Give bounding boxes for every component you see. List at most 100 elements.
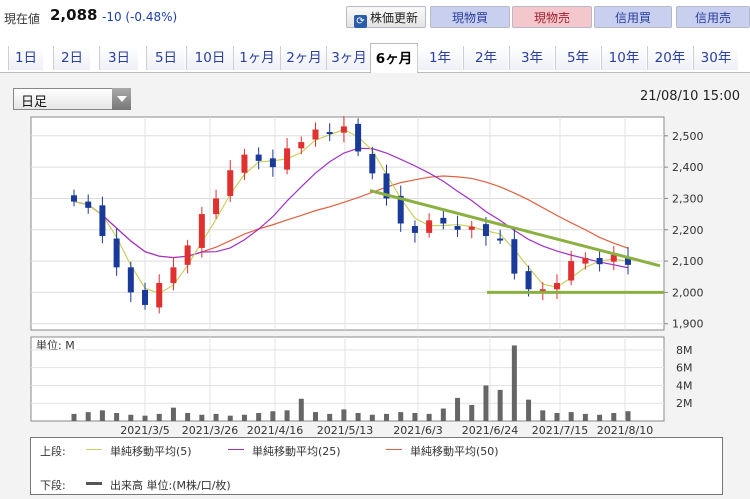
volume-bars [71, 345, 631, 421]
candle-body [355, 123, 362, 152]
volume-bar [213, 413, 219, 421]
candle-body [525, 271, 532, 290]
legend-ma25: 単純移動平均(25) [252, 445, 341, 458]
candle-body [326, 132, 333, 135]
x-tick-label: 2021/3/26 [182, 424, 238, 437]
tab-3d[interactable]: 3日 [99, 46, 138, 70]
price-change: -10 (-0.48%) [102, 10, 178, 24]
tab-30y[interactable]: 30年 [693, 46, 738, 70]
candle-body [383, 173, 390, 199]
ma5-line [73, 128, 629, 295]
candle-body [610, 254, 617, 262]
ma25-path [73, 147, 629, 269]
volume-bar [298, 398, 304, 421]
price-tick-label: 2,300 [672, 192, 704, 205]
volume-bar [582, 413, 588, 421]
margin-sell-button[interactable]: 信用売 [676, 6, 750, 28]
volume-bar [483, 385, 489, 421]
x-tick-label: 2021/3/5 [120, 424, 169, 437]
volume-tick-label: 2M [676, 397, 693, 410]
volume-bar [497, 389, 503, 421]
candle-body [170, 267, 177, 284]
legend [30, 437, 723, 495]
tab-1y[interactable]: 1年 [417, 46, 462, 70]
volume-bar [355, 413, 361, 421]
candle-body [568, 261, 575, 281]
legend-upper-label: 上段: [40, 445, 66, 458]
price-tick-label: 2,500 [672, 130, 704, 143]
x-tick-label: 2021/6/24 [462, 424, 518, 437]
refresh-price-button[interactable]: ⟳ 株価更新 [346, 6, 426, 28]
price-tick-label: 2,100 [672, 255, 704, 268]
tab-3y[interactable]: 3年 [509, 46, 554, 70]
tab-20y[interactable]: 20年 [647, 46, 692, 70]
tab-5d[interactable]: 5日 [146, 46, 185, 70]
tab-10d[interactable]: 10日 [186, 46, 233, 70]
volume-bar [241, 414, 247, 421]
legend-ma5-swatch [86, 449, 102, 450]
tab-2m[interactable]: 2ヶ月 [280, 46, 327, 70]
tab-2d[interactable]: 2日 [53, 46, 90, 70]
refresh-icon: ⟳ [353, 15, 367, 28]
trendlines [369, 189, 664, 294]
cash-buy-button[interactable]: 現物買 [430, 6, 510, 28]
candle-body [397, 195, 404, 224]
candles [71, 116, 631, 314]
volume-bar [554, 413, 560, 421]
volume-bar [440, 408, 446, 421]
tab-6m[interactable]: 6ヶ月 [370, 43, 418, 74]
chevron-down-icon[interactable] [112, 88, 131, 110]
descending-trendline [369, 189, 661, 268]
volume-bar [511, 345, 517, 421]
volume-bar [369, 414, 375, 421]
legend-volume-swatch [86, 482, 102, 485]
volume-bar [568, 412, 574, 421]
tab-2y[interactable]: 2年 [463, 46, 508, 70]
tab-3m[interactable]: 3ヶ月 [326, 46, 371, 70]
volume-bar [341, 409, 347, 421]
volume-bar [384, 413, 390, 421]
legend-volume: 出来高 単位:(M株/口/枚) [110, 479, 231, 492]
period-select-value: 日足 [21, 95, 48, 110]
candle-body [369, 153, 376, 174]
volume-bar [156, 413, 162, 421]
price-tick-label: 2,200 [672, 224, 704, 237]
margin-buy-button[interactable]: 信用買 [594, 6, 672, 28]
x-axis: 2021/3/5 2021/3/26 2021/4/16 2021/5/13 2021/… [120, 424, 653, 437]
legend-ma5: 単純移動平均(5) [110, 445, 192, 458]
volume-bar [227, 415, 233, 421]
legend-lower-label: 下段: [40, 479, 66, 492]
candle-body [142, 289, 149, 305]
volume-bar [142, 415, 148, 421]
volume-bar [199, 414, 205, 421]
volume-unit: 単位: M [36, 338, 75, 352]
price-tick-label: 2,400 [672, 161, 704, 174]
candle-body [497, 238, 504, 241]
candle-body [312, 129, 319, 140]
candle-body [269, 158, 276, 168]
volume-grid [31, 337, 664, 421]
tab-1d[interactable]: 1日 [8, 46, 43, 70]
volume-bar [185, 413, 191, 421]
volume-bar [284, 410, 290, 421]
chart-datetime: 21/08/10 15:00 [640, 89, 740, 104]
price-y-axis: 2,500 2,400 2,300 2,200 2,100 2,000 1,900 [664, 130, 704, 331]
candle-body [184, 245, 191, 265]
candle-body [298, 142, 305, 149]
volume-bar [85, 412, 91, 421]
volume-bar [312, 412, 318, 421]
tab-1m[interactable]: 1ヶ月 [233, 46, 280, 70]
volume-bar [270, 411, 276, 421]
volume-tick-label: 4M [676, 379, 693, 392]
tab-10y[interactable]: 10年 [601, 46, 646, 70]
candle-body [582, 257, 589, 264]
volume-bar [128, 414, 134, 421]
candle-body [596, 257, 603, 265]
candle-body [482, 224, 489, 237]
volume-bar [412, 413, 418, 421]
candle-body [227, 170, 234, 196]
cash-sell-button[interactable]: 現物売 [512, 6, 592, 28]
tab-5y[interactable]: 5年 [555, 46, 600, 70]
period-tabs: 1日 2日 3日 5日 10日 1ヶ月 2ヶ月 3ヶ月 6ヶ月 1年 2年 3年… [0, 40, 750, 74]
